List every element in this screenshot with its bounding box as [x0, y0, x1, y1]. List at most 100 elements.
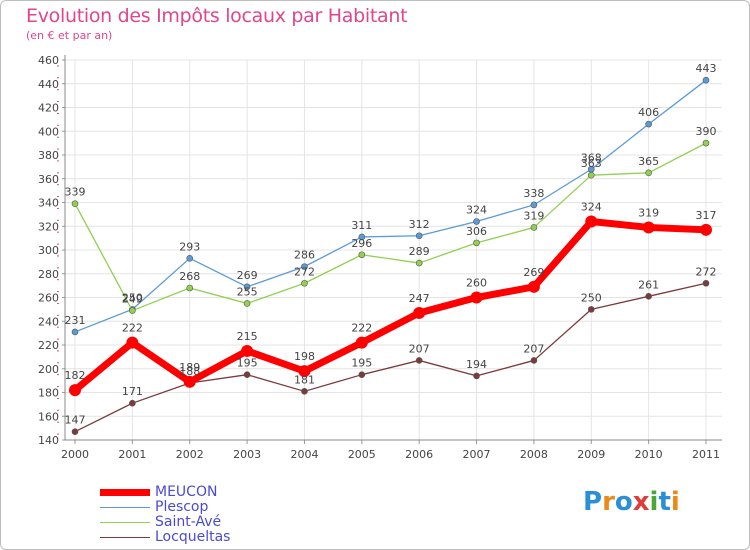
data-point-saint-av-: [587, 171, 595, 179]
data-point-locqueltas: [645, 293, 652, 300]
data-label-meucon: 317: [696, 209, 717, 222]
x-tick-label: 2007: [463, 448, 491, 461]
x-tick-label: 2001: [118, 448, 146, 461]
x-tick-label: 2000: [61, 448, 89, 461]
data-label-meucon: 222: [351, 322, 372, 335]
data-point-plescop: [243, 283, 251, 291]
data-label-locqueltas: 171: [122, 385, 143, 398]
data-point-meucon: [355, 336, 368, 349]
data-label-saint-av-: 390: [696, 125, 717, 138]
data-point-saint-av-: [186, 284, 194, 292]
legend-swatch-meucon: [100, 489, 150, 496]
data-point-locqueltas: [301, 388, 308, 395]
y-tick-label: 300: [38, 244, 59, 257]
data-label-plescop: 324: [466, 204, 487, 217]
data-label-meucon: 189: [179, 361, 200, 374]
data-label-locqueltas: 261: [638, 278, 659, 291]
x-tick-label: 2011: [692, 448, 720, 461]
y-tick-label: 280: [38, 268, 59, 281]
proxiti-logo: Proxiti: [583, 487, 680, 517]
data-point-meucon: [241, 344, 254, 357]
data-point-saint-av-: [645, 169, 652, 177]
data-point-meucon: [413, 306, 426, 319]
data-label-plescop: 443: [696, 62, 717, 75]
y-tick-label: 400: [38, 125, 59, 138]
data-point-saint-av-: [702, 139, 710, 147]
y-tick-label: 460: [38, 54, 59, 67]
logo-letter: P: [583, 487, 603, 517]
data-point-plescop: [186, 255, 194, 262]
data-point-saint-av-: [301, 279, 308, 287]
data-point-meucon: [183, 375, 196, 388]
logo-letter: t: [658, 487, 671, 517]
legend-label-meucon: MEUCON: [155, 484, 218, 500]
x-tick-label: 2005: [348, 448, 376, 461]
data-point-saint-av-: [530, 224, 538, 231]
x-tick-label: 2008: [520, 448, 548, 461]
data-point-meucon: [69, 384, 81, 397]
data-label-plescop: 286: [294, 249, 315, 262]
y-tick-label: 160: [38, 410, 59, 423]
data-point-plescop: [473, 218, 480, 225]
data-label-locqueltas: 188: [179, 365, 200, 378]
x-tick-label: 2006: [405, 448, 433, 461]
data-label-saint-av-: 363: [581, 157, 602, 170]
data-label-saint-av-: 339: [65, 186, 86, 199]
data-label-meucon: 269: [523, 266, 544, 279]
y-tick-label: 180: [38, 387, 59, 400]
data-label-saint-av-: 268: [179, 270, 200, 283]
data-label-locqueltas: 207: [523, 342, 544, 355]
series: [69, 76, 712, 435]
legend-swatch-plescop: [100, 507, 150, 508]
data-label-locqueltas: 250: [581, 291, 602, 304]
data-point-saint-av-: [415, 259, 423, 267]
chart-subtitle: (en € et par an): [26, 29, 113, 42]
data-label-meucon: 198: [294, 350, 315, 363]
data-point-plescop: [358, 233, 366, 241]
data-label-saint-av-: 365: [638, 155, 659, 168]
data-label-locqueltas: 272: [696, 265, 717, 278]
series-line-meucon: [71, 218, 710, 394]
data-point-saint-av-: [473, 239, 480, 247]
logo-letter: i: [649, 487, 659, 517]
data-label-plescop: 269: [237, 269, 258, 282]
data-label-locqueltas: 147: [65, 414, 86, 427]
data-label-meucon: 260: [466, 277, 487, 290]
data-label-saint-av-: 272: [294, 265, 315, 278]
data-point-saint-av-: [243, 300, 251, 307]
data-point-meucon: [298, 365, 311, 378]
data-point-locqueltas: [71, 428, 79, 435]
data-point-meucon: [700, 223, 712, 236]
data-point-plescop: [645, 120, 652, 128]
y-tick-label: 200: [38, 363, 59, 376]
y-tick-label: 380: [38, 149, 59, 162]
legend-swatch-locqueltas: [100, 537, 150, 538]
data-label-plescop: 231: [65, 314, 86, 327]
y-tick-label: 140: [38, 434, 59, 447]
data-point-locqueltas: [702, 279, 710, 287]
data-label-locqueltas: 194: [466, 358, 487, 371]
data-point-plescop: [415, 232, 423, 240]
data-label-plescop: 368: [581, 151, 602, 164]
x-tick-label: 2004: [290, 448, 318, 461]
y-tick-label: 220: [38, 339, 59, 352]
data-point-meucon: [527, 280, 540, 293]
y-tick-label: 360: [38, 173, 59, 186]
data-point-meucon: [585, 215, 598, 228]
x-tick-label: 2003: [233, 448, 261, 461]
data-label-locqueltas: 207: [409, 342, 430, 355]
data-label-plescop: 406: [638, 106, 659, 119]
data-label-saint-av-: 289: [409, 245, 430, 258]
data-point-locqueltas: [415, 357, 423, 364]
axes: 140 160 180 200 220 240 260 280 300 320 340 360 380 4…: [38, 54, 722, 461]
series-line-saint-av-: [74, 142, 707, 312]
logo-letter: o: [614, 487, 633, 517]
legend-label-plescop: Plescop: [155, 499, 209, 515]
legend-swatch-saint-av-: [100, 522, 150, 523]
series-line-locqueltas: [74, 282, 707, 433]
y-tick-label: 340: [38, 197, 59, 210]
x-tick-label: 2009: [577, 448, 605, 461]
data-label-locqueltas: 181: [294, 373, 315, 386]
data-label-plescop: 338: [523, 187, 544, 200]
